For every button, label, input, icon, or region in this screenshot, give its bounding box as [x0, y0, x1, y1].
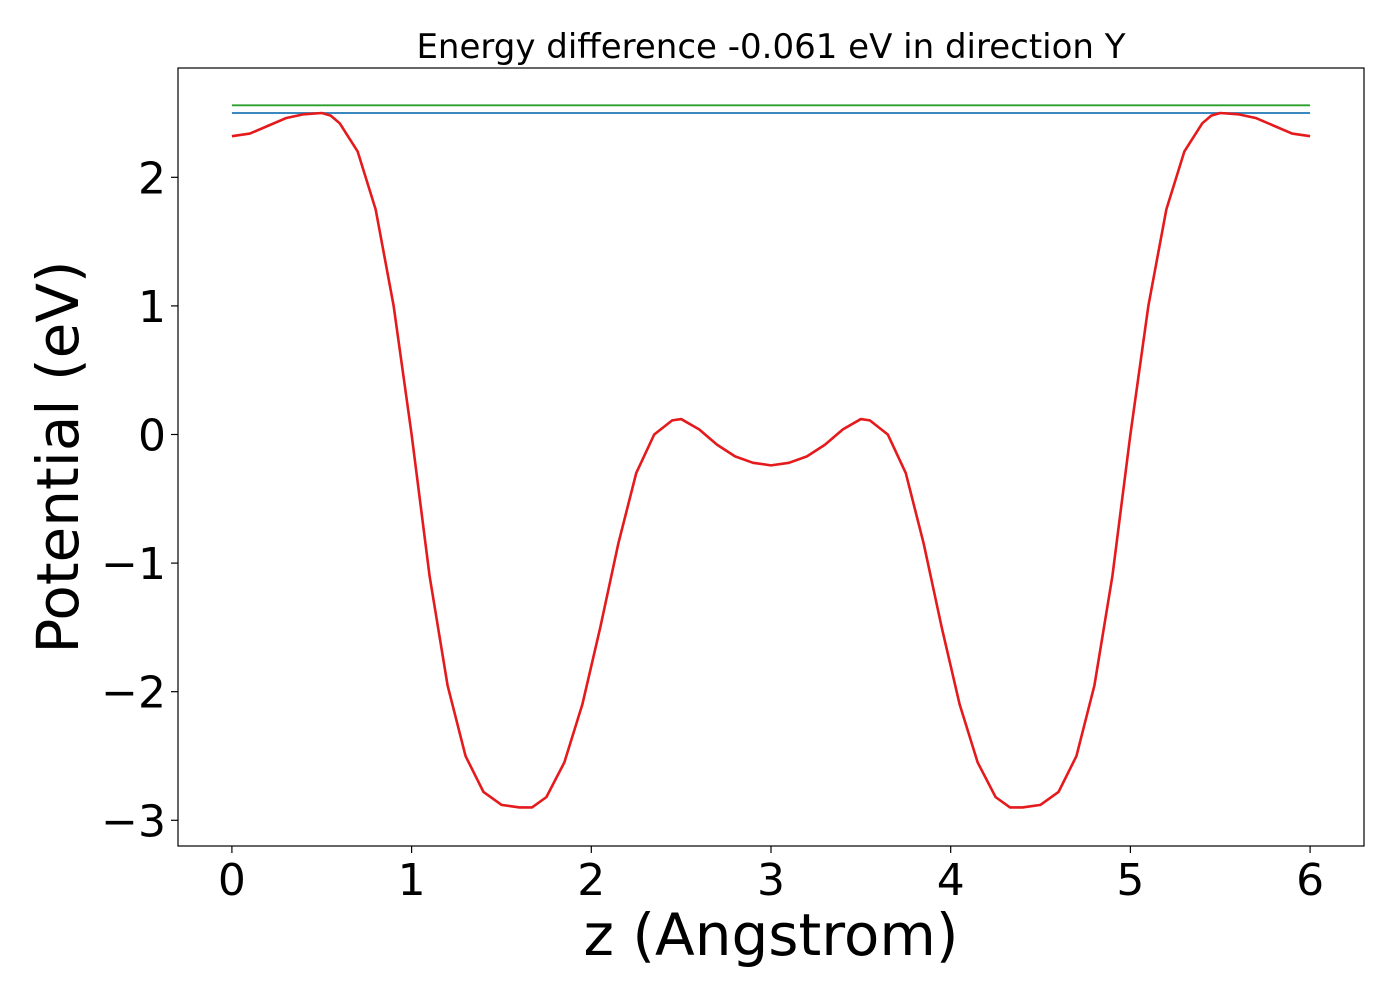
x-tick-label: 2	[577, 855, 605, 906]
y-tick-label: −1	[101, 539, 166, 590]
y-tick-label: 2	[138, 153, 166, 204]
y-axis-ticks: −3 −2 −1 0 1 2	[101, 153, 178, 847]
x-axis-ticks: 0 1 2 3 4 5 6	[218, 846, 1324, 906]
x-axis-label: z (Angstrom)	[584, 901, 959, 969]
y-tick-label: −2	[101, 668, 166, 719]
series-line-2	[231, 111, 1311, 809]
x-tick-label: 4	[937, 855, 965, 906]
series-layer	[231, 104, 1311, 809]
x-tick-label: 6	[1296, 855, 1324, 906]
x-tick-label: 5	[1116, 855, 1144, 906]
y-tick-label: 1	[138, 282, 166, 333]
x-tick-label: 3	[757, 855, 785, 906]
x-tick-label: 1	[398, 855, 426, 906]
plot-background	[178, 68, 1364, 846]
y-tick-label: −3	[101, 796, 166, 847]
x-tick-label: 0	[218, 855, 246, 906]
y-tick-label: 0	[138, 410, 166, 461]
chart-title: Energy difference -0.061 eV in direction…	[416, 27, 1125, 67]
y-axis-label: Potential (eV)	[24, 260, 92, 653]
